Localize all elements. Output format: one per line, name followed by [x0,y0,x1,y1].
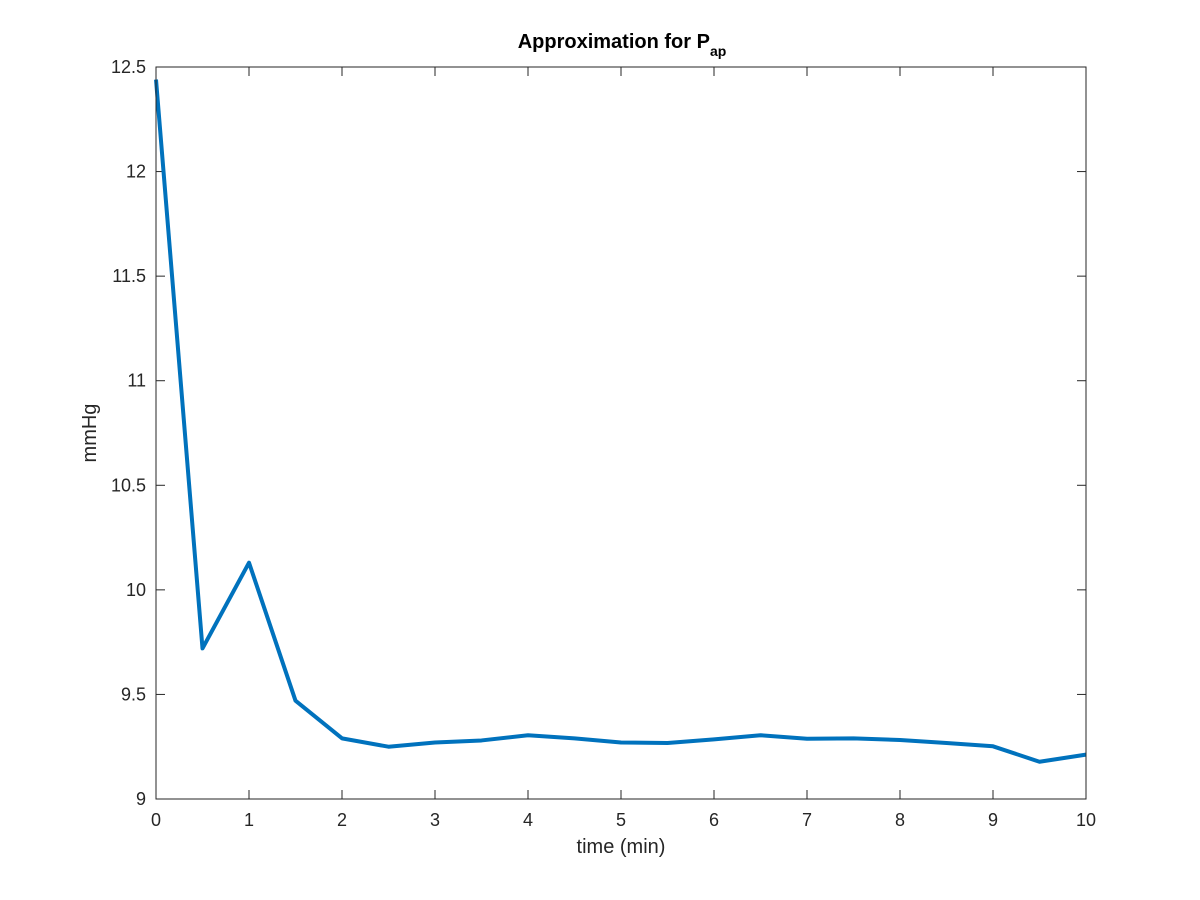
x-tick-label: 5 [616,810,626,830]
plot-area [156,67,1086,799]
chart-title: Approximation for Pap [518,31,727,59]
x-tick-label: 3 [430,810,440,830]
y-tick-label: 10.5 [111,475,146,495]
x-tick-label: 7 [802,810,812,830]
x-tick-label: 8 [895,810,905,830]
x-tick-label: 2 [337,810,347,830]
y-tick-label: 9.5 [121,684,146,704]
y-tick-label: 12 [126,162,146,182]
y-tick-label: 11.5 [112,266,146,286]
y-tick-label: 12.5 [111,57,146,77]
x-tick-label: 0 [151,810,161,830]
series-line [154,79,1087,764]
x-tick-label: 9 [988,810,998,830]
x-axis-label: time (min) [577,836,666,858]
x-tick-label: 4 [523,810,533,830]
y-axis-label: mmHg [79,404,101,463]
x-tick-label: 6 [709,810,719,830]
y-tick-label: 11 [127,371,146,391]
chart-title-subscript: ap [710,43,726,59]
y-tick-label: 10 [126,580,146,600]
plot-frame [155,66,1087,800]
y-tick-label: 9 [136,789,146,809]
ticks-group [155,66,1087,800]
x-tick-label: 1 [244,810,254,830]
x-tick-label: 10 [1076,810,1096,830]
chart-title-main: Approximation for P [518,31,710,53]
